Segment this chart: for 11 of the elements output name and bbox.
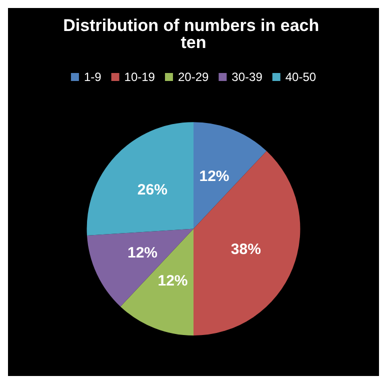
legend-label: 20-29 bbox=[178, 70, 209, 84]
legend-label: 40-50 bbox=[285, 70, 316, 84]
data-label: 26% bbox=[137, 182, 168, 199]
chart-title: Distribution of numbers in each ten bbox=[63, 16, 324, 52]
data-label: 12% bbox=[199, 168, 230, 185]
data-label: 12% bbox=[127, 244, 158, 262]
legend-label: 30-39 bbox=[232, 70, 263, 84]
data-label: 12% bbox=[158, 272, 188, 290]
data-label: 38% bbox=[230, 241, 261, 258]
legend-label: 10-19 bbox=[124, 70, 156, 84]
legend-label: 1-9 bbox=[84, 70, 102, 84]
